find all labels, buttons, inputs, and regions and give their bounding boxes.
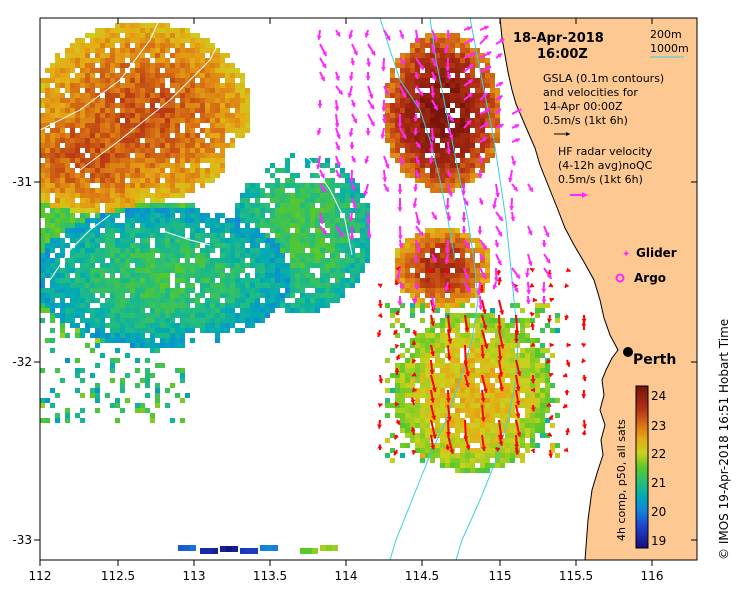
colorbar-tick: 20	[651, 505, 666, 519]
x-tick-label: 116	[641, 569, 664, 583]
hf-line: 0.5m/s (1kt 6h)	[558, 173, 643, 186]
glider-label: Glider	[636, 246, 677, 260]
x-tick-label: 115.5	[559, 569, 593, 583]
x-tick-label: 115	[489, 569, 512, 583]
city-label: Perth	[633, 352, 676, 368]
gsla-line: 14-Apr 00:00Z	[543, 100, 623, 113]
y-tick-labels: -31 -32 -33	[12, 175, 32, 547]
perth-dot-icon	[623, 347, 633, 357]
y-tick-label: -33	[12, 533, 32, 547]
x-tick-label: 113.5	[253, 569, 287, 583]
x-tick-labels: 112 112.5 113 113.5 114 114.5 115 115.5 …	[29, 569, 664, 583]
colorbar	[636, 386, 648, 548]
colorbar-tick: 23	[651, 419, 666, 433]
x-tick-label: 112.5	[101, 569, 135, 583]
time-label: 16:00Z	[537, 47, 588, 62]
y-tick-label: -31	[12, 175, 32, 189]
gsla-line: 0.5m/s (1kt 6h)	[543, 114, 628, 127]
gsla-line: and velocities for	[543, 86, 638, 99]
y-tick-label: -32	[12, 355, 32, 369]
date-label: 18-Apr-2018	[513, 31, 604, 46]
glider-icon: ✦	[622, 249, 630, 260]
legend-200m: 200m	[650, 28, 682, 41]
x-tick-label: 114	[335, 569, 358, 583]
side-credit: © IMOS 19-Apr-2018 16:51 Hobart Time	[717, 319, 731, 560]
x-tick-label: 112	[29, 569, 52, 583]
gsla-line: GSLA (0.1m contours)	[543, 72, 664, 85]
x-tick-label: 114.5	[405, 569, 439, 583]
colorbar-tick: 22	[651, 447, 666, 461]
colorbar-tick: 19	[651, 534, 666, 548]
colorbar-tick: 21	[651, 476, 666, 490]
x-tick-label: 113	[183, 569, 206, 583]
colorbar-title: 4h comp, p50, all sats	[615, 419, 628, 541]
colorbar-tick: 24	[651, 389, 666, 403]
legend-1000m: 1000m	[650, 42, 689, 55]
hf-line: HF radar velocity	[558, 145, 653, 158]
hf-line: (4-12h avg)noQC	[558, 159, 653, 172]
argo-label: Argo	[634, 271, 666, 285]
